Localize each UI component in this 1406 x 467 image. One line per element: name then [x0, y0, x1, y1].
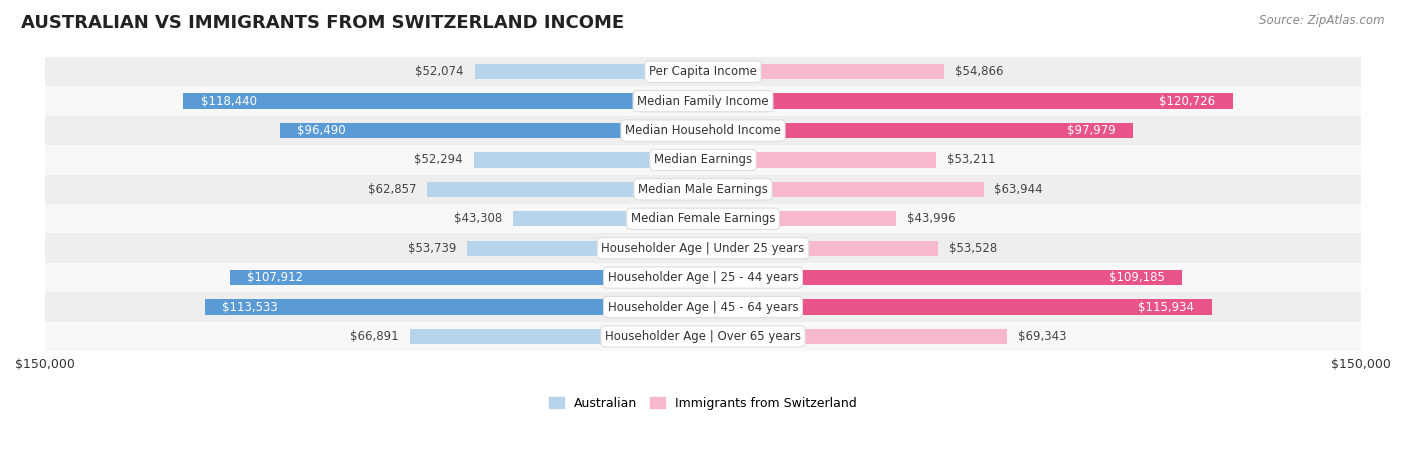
Text: Householder Age | 45 - 64 years: Householder Age | 45 - 64 years: [607, 300, 799, 313]
Text: $113,533: $113,533: [222, 300, 278, 313]
Bar: [703, 182, 984, 197]
Text: Householder Age | Under 25 years: Householder Age | Under 25 years: [602, 242, 804, 255]
Bar: [45, 204, 1361, 234]
Bar: [45, 263, 1361, 292]
Bar: [409, 329, 703, 344]
Bar: [45, 145, 1361, 175]
Text: $43,996: $43,996: [907, 212, 956, 225]
Text: $63,944: $63,944: [994, 183, 1043, 196]
Bar: [45, 292, 1361, 322]
Text: Median Household Income: Median Household Income: [626, 124, 780, 137]
Bar: [703, 241, 938, 256]
Text: $69,343: $69,343: [1018, 330, 1067, 343]
Bar: [45, 116, 1361, 145]
Bar: [703, 64, 943, 79]
Bar: [475, 64, 703, 79]
Bar: [183, 93, 703, 109]
Bar: [229, 270, 703, 285]
Text: $53,211: $53,211: [948, 154, 995, 166]
Text: Source: ZipAtlas.com: Source: ZipAtlas.com: [1260, 14, 1385, 27]
Text: $62,857: $62,857: [368, 183, 416, 196]
Bar: [703, 270, 1182, 285]
Bar: [703, 93, 1233, 109]
Bar: [45, 86, 1361, 116]
Text: Per Capita Income: Per Capita Income: [650, 65, 756, 78]
Bar: [703, 329, 1007, 344]
Bar: [45, 322, 1361, 351]
Text: $53,528: $53,528: [949, 242, 997, 255]
Bar: [513, 211, 703, 226]
Text: $118,440: $118,440: [201, 95, 257, 108]
Text: $43,308: $43,308: [454, 212, 502, 225]
Text: $115,934: $115,934: [1137, 300, 1194, 313]
Text: $52,294: $52,294: [413, 154, 463, 166]
Text: Householder Age | 25 - 44 years: Householder Age | 25 - 44 years: [607, 271, 799, 284]
Text: $54,866: $54,866: [955, 65, 1002, 78]
Bar: [205, 299, 703, 315]
Text: $96,490: $96,490: [297, 124, 346, 137]
Bar: [427, 182, 703, 197]
Text: Median Family Income: Median Family Income: [637, 95, 769, 108]
Text: AUSTRALIAN VS IMMIGRANTS FROM SWITZERLAND INCOME: AUSTRALIAN VS IMMIGRANTS FROM SWITZERLAN…: [21, 14, 624, 32]
Text: $52,074: $52,074: [415, 65, 464, 78]
Bar: [474, 152, 703, 168]
Bar: [703, 211, 896, 226]
Bar: [45, 57, 1361, 86]
Bar: [280, 123, 703, 138]
Bar: [703, 152, 936, 168]
Legend: Australian, Immigrants from Switzerland: Australian, Immigrants from Switzerland: [550, 396, 856, 410]
Text: $107,912: $107,912: [247, 271, 304, 284]
Text: Householder Age | Over 65 years: Householder Age | Over 65 years: [605, 330, 801, 343]
Text: $120,726: $120,726: [1159, 95, 1215, 108]
Text: $109,185: $109,185: [1108, 271, 1164, 284]
Bar: [703, 299, 1212, 315]
Bar: [45, 175, 1361, 204]
Text: Median Male Earnings: Median Male Earnings: [638, 183, 768, 196]
Text: $97,979: $97,979: [1067, 124, 1115, 137]
Text: $53,739: $53,739: [408, 242, 457, 255]
Bar: [45, 234, 1361, 263]
Bar: [703, 123, 1133, 138]
Text: Median Earnings: Median Earnings: [654, 154, 752, 166]
Text: Median Female Earnings: Median Female Earnings: [631, 212, 775, 225]
Text: $66,891: $66,891: [350, 330, 398, 343]
Bar: [467, 241, 703, 256]
